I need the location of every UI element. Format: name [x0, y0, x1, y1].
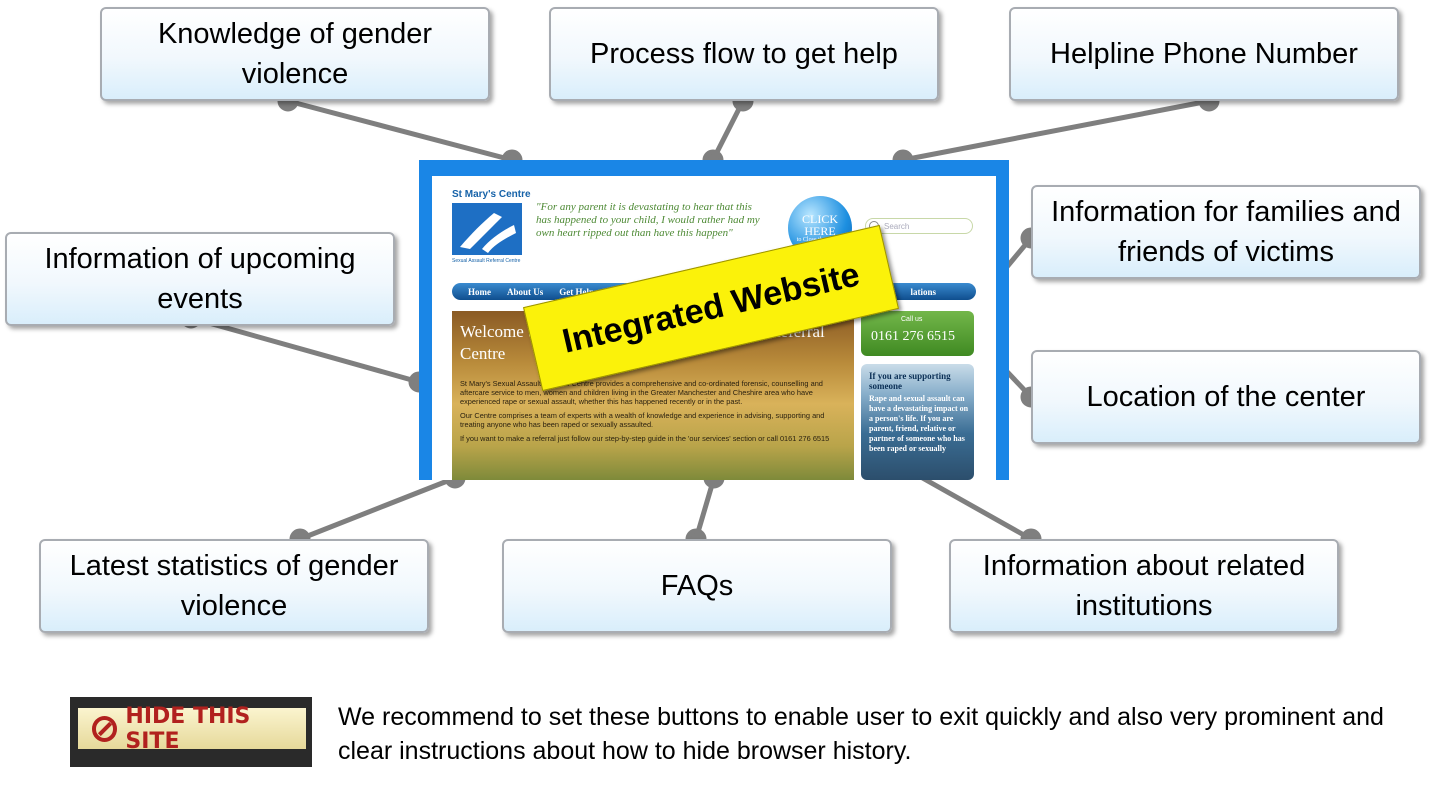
callout-process: Process flow to get help — [549, 7, 939, 101]
callout-knowledge-text: Knowledge of gender violence — [157, 18, 433, 90]
hide-this-site-button[interactable]: HIDE THIS SITE — [70, 697, 312, 767]
site-phone-panel: Call us 0161 276 6515 — [861, 311, 974, 356]
callout-location: Location of the center — [1031, 350, 1421, 444]
callout-events-text: Information of upcoming events — [44, 243, 356, 315]
callout-statistics: Latest statistics of gender violence — [39, 539, 429, 633]
site-support-panel: If you are supporting someone Rape and s… — [861, 364, 974, 480]
site-search-placeholder: Search — [884, 222, 910, 231]
callout-events: Information of upcoming events — [5, 232, 395, 326]
connector-knowledge — [285, 98, 515, 163]
callout-location-text: Location of the center — [1086, 381, 1366, 413]
connector-process — [710, 98, 746, 163]
callout-institutions: Information about related institutions — [949, 539, 1339, 633]
callout-statistics-text: Latest statistics of gender violence — [69, 550, 399, 622]
site-nav-relations[interactable]: lations — [910, 286, 936, 297]
connector-events — [188, 315, 422, 385]
callout-families: Information for families and friends of … — [1031, 185, 1421, 279]
site-support-text: Rape and sexual assault can have a devas… — [869, 394, 969, 453]
site-nav-home[interactable]: Home — [468, 286, 491, 297]
site-hero-text: St Mary's Sexual Assault Referral Centre… — [460, 379, 845, 443]
site-nav-get-help[interactable]: Get Help — [559, 286, 595, 297]
site-hero-paragraph: St Mary's Sexual Assault Referral Centre… — [460, 379, 823, 406]
callout-faqs: FAQs — [502, 539, 892, 633]
site-hero-paragraph: If you want to make a referral just foll… — [460, 434, 830, 443]
site-quote: "For any parent it is devastating to hea… — [536, 201, 760, 239]
hide-this-site-face: HIDE THIS SITE — [78, 704, 306, 754]
connector-statistics — [297, 475, 458, 542]
site-hero-panel: Welcome to St Mary's Centre Sexual Assau… — [452, 311, 854, 480]
site-support-heading: If you are supporting someone — [869, 371, 951, 391]
website-screenshot: St Mary's Centre Sexual Assault Referral… — [419, 160, 1009, 480]
site-logo-icon — [452, 203, 522, 255]
connector-faqs — [693, 475, 717, 542]
callout-process-text: Process flow to get help — [590, 38, 898, 70]
callout-families-text: Information for families and friends of … — [1051, 196, 1401, 268]
recommendation-text: We recommend to set these buttons to ena… — [338, 703, 1384, 765]
callout-institutions-text: Information about related institutions — [982, 550, 1306, 622]
close-screen-label: CLICK HERE — [802, 211, 838, 238]
hide-this-site-label: HIDE THIS SITE — [125, 703, 251, 754]
site-phone-number: 0161 276 6515 — [871, 329, 955, 344]
site-nav-about[interactable]: About Us — [507, 286, 544, 297]
callout-helpline-text: Helpline Phone Number — [1050, 38, 1358, 70]
callout-faqs-text: FAQs — [660, 570, 734, 602]
connector-helpline — [900, 98, 1212, 163]
site-phone-label: Call us — [901, 316, 923, 323]
site-logo-name: St Mary's Centre — [452, 189, 531, 200]
callout-helpline: Helpline Phone Number — [1009, 7, 1399, 101]
site-logo-subtitle: Sexual Assault Referral Centre — [452, 258, 521, 264]
website-page: St Mary's Centre Sexual Assault Referral… — [432, 176, 996, 480]
callout-knowledge: Knowledge of gender violence — [100, 7, 490, 101]
site-hero-paragraph: Our Centre comprises a team of experts w… — [460, 411, 825, 429]
no-entry-icon — [92, 715, 118, 742]
